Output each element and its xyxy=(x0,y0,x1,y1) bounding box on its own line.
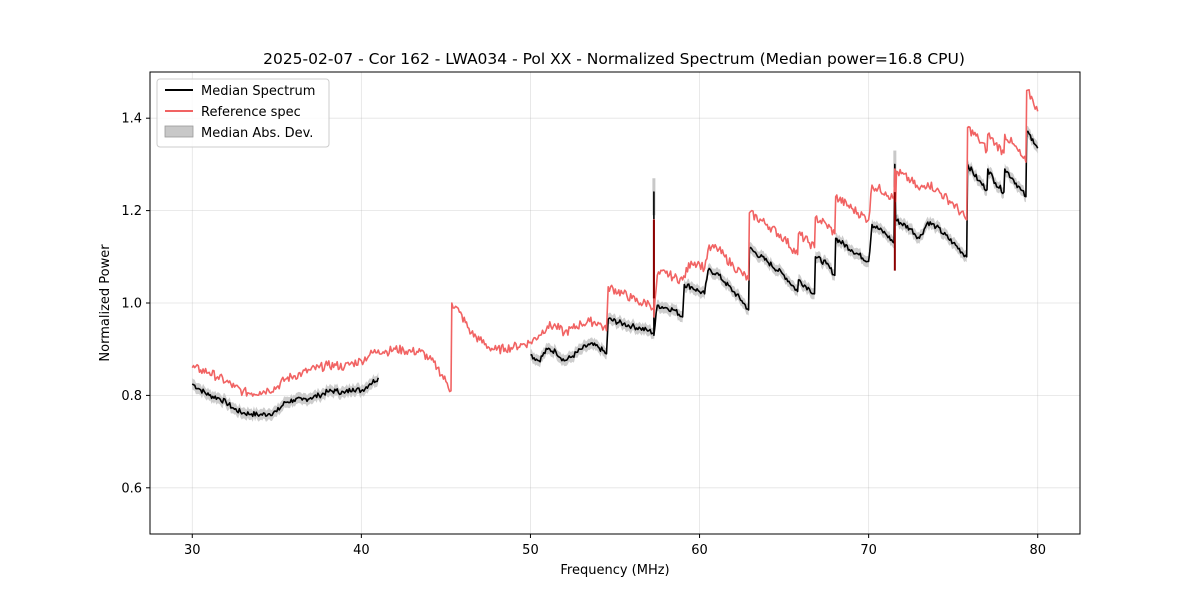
median-spectrum-line-1 xyxy=(530,130,1039,363)
y-tick-label: 1.0 xyxy=(121,297,142,312)
x-tick-label: 40 xyxy=(353,543,370,558)
plot-area xyxy=(191,89,1039,422)
x-tick-label: 60 xyxy=(691,543,708,558)
legend-median-label: Median Spectrum xyxy=(201,84,315,99)
legend-box xyxy=(156,78,330,148)
y-tick-label: 0.6 xyxy=(121,481,142,496)
x-tick-label: 70 xyxy=(860,543,877,558)
median-spectrum-line-0 xyxy=(191,377,380,418)
y-axis-label: Normalized Power xyxy=(98,244,113,362)
y-tick-label: 1.2 xyxy=(121,204,142,219)
reference-spectrum-line-0 xyxy=(191,89,1039,397)
legend-mad-label: Median Abs. Dev. xyxy=(201,126,313,141)
x-tick-label: 50 xyxy=(522,543,539,558)
ticks: 30 40 50 60 70 80 0.6 0.8 1.0 1.2 1.4 xyxy=(121,112,1046,558)
legend: Median Spectrum Reference spec Median Ab… xyxy=(156,78,330,148)
y-tick-label: 0.8 xyxy=(121,389,142,404)
x-axis-label: Frequency (MHz) xyxy=(560,563,669,578)
x-tick-label: 30 xyxy=(184,543,201,558)
y-tick-label: 1.4 xyxy=(121,112,142,127)
legend-mad-patch xyxy=(164,125,194,138)
x-tick-label: 80 xyxy=(1029,543,1046,558)
chart-title: 2025-02-07 - Cor 162 - LWA034 - Pol XX -… xyxy=(263,50,965,68)
legend-reference-label: Reference spec xyxy=(201,105,301,120)
